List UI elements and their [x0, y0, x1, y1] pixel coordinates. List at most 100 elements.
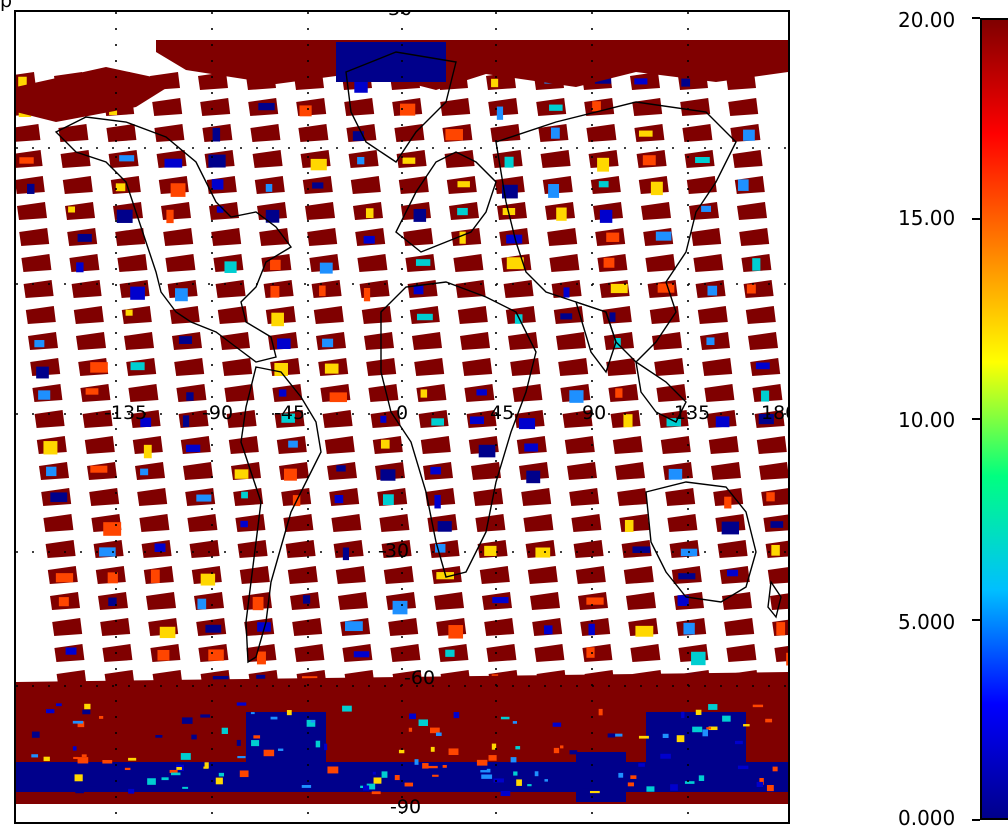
- south-speckle: [251, 740, 260, 747]
- swath-accent: [108, 597, 117, 607]
- swath-accent: [657, 283, 675, 293]
- lon-label-neg135: -135: [104, 402, 148, 424]
- swath-accent: [683, 622, 695, 635]
- south-speckle: [155, 734, 163, 738]
- swath-block: [440, 98, 471, 116]
- swath-block: [488, 98, 519, 116]
- swath-accent: [270, 259, 281, 271]
- swath-block: [686, 176, 717, 194]
- south-speckle: [480, 770, 490, 773]
- swath-block: [60, 150, 91, 168]
- south-speckle: [627, 782, 634, 787]
- swath-accent: [77, 233, 92, 242]
- south-speckle: [422, 763, 429, 769]
- south-speckle: [676, 735, 685, 743]
- south-speckle: [512, 721, 518, 724]
- south-speckle: [756, 781, 764, 787]
- south-speckle: [277, 748, 284, 751]
- swath-accent: [501, 184, 518, 199]
- south-speckle: [239, 770, 249, 778]
- swath-block: [34, 410, 65, 428]
- swath-block: [226, 410, 257, 428]
- south-speckle: [692, 726, 703, 733]
- swath-accent: [724, 496, 732, 509]
- south-speckle: [176, 767, 182, 770]
- swath-accent: [164, 158, 183, 168]
- swath-map: [16, 12, 788, 822]
- lon-label-45: 45: [490, 402, 515, 424]
- south-speckle: [84, 703, 91, 710]
- south-speckle: [77, 757, 89, 764]
- swath-accent: [743, 129, 755, 141]
- swath-block: [298, 124, 329, 142]
- south-speckle: [646, 786, 655, 792]
- south-speckle: [327, 766, 339, 774]
- swath-block: [471, 462, 501, 480]
- south-speckle: [270, 716, 278, 720]
- swath-block: [711, 462, 741, 480]
- swath-block: [702, 358, 733, 376]
- swath-block: [52, 618, 83, 636]
- swath-accent: [380, 415, 387, 423]
- swath-accent: [603, 257, 615, 268]
- south-speckle: [706, 727, 711, 730]
- swath-block: [106, 124, 137, 142]
- south-speckle: [534, 771, 539, 777]
- swath-block: [479, 566, 510, 584]
- swath-block: [215, 280, 246, 298]
- swath-block: [697, 306, 728, 324]
- swath-accent: [353, 651, 370, 658]
- swath-accent: [256, 651, 266, 665]
- south-speckle: [169, 769, 178, 773]
- coastline-africa: [380, 281, 537, 578]
- swath-accent: [252, 596, 264, 611]
- swath-block: [128, 384, 159, 402]
- swath-accent: [435, 543, 446, 553]
- south-speckle: [324, 743, 328, 751]
- south-speckle: [72, 720, 84, 724]
- south-speckle: [708, 726, 718, 731]
- swath-block: [717, 540, 748, 558]
- swath-accent: [609, 312, 616, 322]
- swath-accent: [598, 181, 609, 188]
- swath-accent: [182, 415, 190, 427]
- swath-block: [16, 124, 41, 142]
- swath-block: [708, 436, 739, 454]
- lat-label-neg30: -30: [378, 540, 410, 562]
- south-speckle: [560, 745, 564, 749]
- south-speckle: [301, 785, 312, 788]
- swath-accent: [50, 492, 68, 503]
- south-speckle: [157, 767, 162, 773]
- south-speckle: [409, 713, 417, 720]
- swath-accent: [416, 313, 433, 321]
- swath-accent: [496, 106, 504, 120]
- swath-accent: [430, 466, 442, 475]
- swath-block: [774, 646, 788, 662]
- coastline-greenland: [345, 51, 457, 163]
- swath-accent: [526, 470, 541, 484]
- swath-accent: [310, 158, 327, 171]
- swath-accent: [299, 105, 312, 117]
- south-speckle: [81, 754, 87, 757]
- swath-block: [292, 618, 323, 636]
- coastline-layer: [54, 51, 782, 664]
- south-speckle: [128, 757, 137, 761]
- swath-block: [414, 358, 445, 376]
- south-speckle: [435, 732, 442, 736]
- swath-block: [748, 332, 778, 350]
- south-speckle: [204, 762, 209, 768]
- swath-accent: [166, 209, 174, 224]
- swath-accent: [548, 184, 560, 198]
- swath-accent: [345, 621, 363, 632]
- south-speckle: [430, 746, 435, 752]
- south-speckle: [381, 771, 388, 778]
- swath-accent: [143, 444, 152, 459]
- swath-accent: [283, 468, 297, 481]
- south-speckle: [181, 717, 193, 724]
- swath-accent: [402, 157, 416, 164]
- swath-block: [135, 462, 165, 480]
- south-speckle: [432, 774, 439, 777]
- swath-accent: [150, 569, 160, 583]
- swath-accent: [457, 207, 468, 216]
- swath-block: [23, 280, 54, 298]
